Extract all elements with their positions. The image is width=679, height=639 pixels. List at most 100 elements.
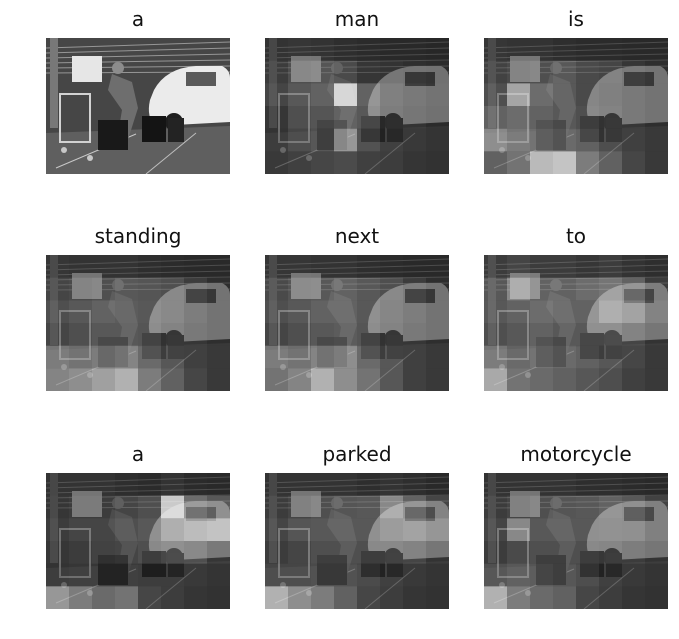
- attention-cell: [645, 151, 668, 174]
- attention-cell: [576, 300, 599, 323]
- attention-cell: [576, 563, 599, 587]
- attention-cell: [288, 255, 311, 278]
- attention-cell: [403, 586, 426, 609]
- attention-cell: [161, 368, 184, 391]
- panel-svg: [265, 255, 449, 391]
- attention-cell: [311, 345, 334, 369]
- attention-cell: [207, 277, 230, 301]
- attention-cell: [265, 586, 288, 609]
- attention-cell: [46, 368, 69, 391]
- attention-cell: [115, 563, 138, 587]
- attention-cell: [69, 518, 92, 541]
- attention-cell: [380, 586, 403, 609]
- attention-cell: [334, 277, 357, 301]
- attention-cell: [184, 563, 207, 587]
- attention-cell: [530, 38, 553, 61]
- attention-cell: [426, 495, 449, 519]
- attention-cell: [115, 345, 138, 369]
- attention-cell: [576, 473, 599, 496]
- attention-cell: [207, 495, 230, 519]
- attention-cell: [69, 563, 92, 587]
- panel-svg: [484, 473, 668, 609]
- attention-cell: [403, 300, 426, 323]
- attention-cell: [426, 323, 449, 346]
- attention-cell: [553, 586, 576, 609]
- attention-cell: [507, 345, 530, 369]
- panel-word: parked: [322, 442, 392, 466]
- attention-cell: [403, 255, 426, 278]
- attention-cell: [92, 277, 115, 301]
- attention-cell: [553, 151, 576, 174]
- attention-cell: [645, 368, 668, 391]
- attention-cell: [207, 473, 230, 496]
- attention-cell: [207, 586, 230, 609]
- attention-cell: [115, 586, 138, 609]
- attention-cell: [311, 323, 334, 346]
- attention-cell: [622, 151, 645, 174]
- attention-cell: [92, 541, 115, 564]
- attention-cell: [46, 518, 69, 541]
- attention-cell: [622, 277, 645, 301]
- attention-cell: [357, 345, 380, 369]
- attention-cell: [138, 495, 161, 519]
- attention-cell: [553, 300, 576, 323]
- attention-cell: [311, 151, 334, 174]
- attention-cell: [599, 563, 622, 587]
- attention-cell: [622, 368, 645, 391]
- attention-cell: [622, 83, 645, 106]
- attention-cell: [69, 368, 92, 391]
- attention-cell: [334, 345, 357, 369]
- attention-cell: [288, 368, 311, 391]
- attention-cell: [161, 518, 184, 541]
- panel-image: [46, 38, 230, 174]
- attention-cell: [576, 345, 599, 369]
- attention-cell: [311, 473, 334, 496]
- attention-cell: [334, 106, 357, 129]
- attention-cell: [265, 495, 288, 519]
- panel-word: standing: [94, 224, 182, 248]
- attention-cell: [426, 255, 449, 278]
- attention-cell: [645, 106, 668, 129]
- attention-cell: [622, 518, 645, 541]
- attention-cell: [553, 60, 576, 84]
- attention-cell: [161, 255, 184, 278]
- attention-cell: [334, 563, 357, 587]
- attention-cell: [380, 323, 403, 346]
- attention-cell: [530, 368, 553, 391]
- panel-svg: [46, 473, 230, 609]
- attention-cell: [599, 300, 622, 323]
- attention-cell: [357, 586, 380, 609]
- attention-cell: [184, 323, 207, 346]
- attention-cell: [288, 473, 311, 496]
- attention-cell: [69, 473, 92, 496]
- attention-cell: [357, 473, 380, 496]
- attention-cell: [92, 586, 115, 609]
- attention-cell: [484, 541, 507, 564]
- attention-cell: [576, 495, 599, 519]
- attention-cell: [92, 368, 115, 391]
- attention-cell: [484, 345, 507, 369]
- attention-cell: [334, 473, 357, 496]
- attention-cell: [69, 300, 92, 323]
- attention-cell: [403, 541, 426, 564]
- attention-cell: [46, 255, 69, 278]
- attention-cell: [622, 300, 645, 323]
- attention-cell: [403, 495, 426, 519]
- attention-cell: [184, 368, 207, 391]
- attention-cell: [184, 345, 207, 369]
- attention-cell: [357, 60, 380, 84]
- attention-cell: [484, 323, 507, 346]
- attention-cell: [507, 300, 530, 323]
- attention-cell: [507, 60, 530, 84]
- attention-cell: [115, 323, 138, 346]
- attention-cell: [576, 368, 599, 391]
- attention-cell: [599, 128, 622, 152]
- attention-cell: [380, 128, 403, 152]
- attention-cell: [645, 60, 668, 84]
- attention-cell: [530, 473, 553, 496]
- attention-cell: [403, 83, 426, 106]
- attention-cell: [69, 345, 92, 369]
- attention-cell: [380, 60, 403, 84]
- attention-cell: [334, 83, 357, 106]
- attention-cell: [357, 128, 380, 152]
